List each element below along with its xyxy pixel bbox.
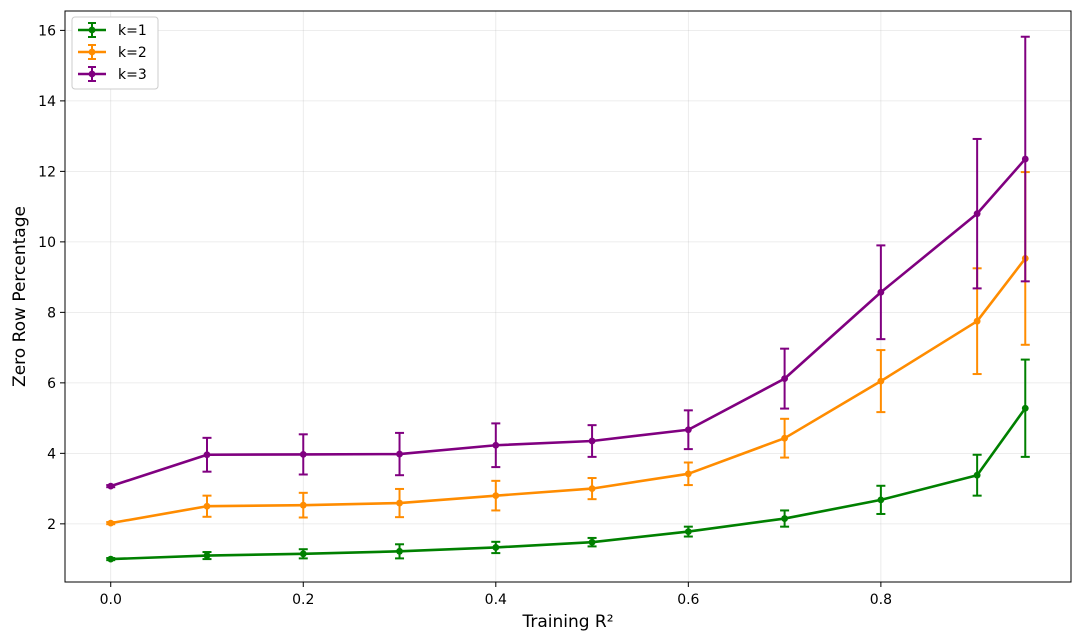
data-point bbox=[781, 515, 789, 522]
y-tick-label: 4 bbox=[47, 446, 56, 462]
data-point bbox=[973, 210, 981, 218]
legend-label: k=2 bbox=[118, 45, 147, 61]
series-k=1 bbox=[106, 358, 1030, 563]
data-point bbox=[877, 496, 885, 504]
data-point bbox=[877, 377, 885, 385]
data-point bbox=[299, 451, 307, 458]
x-tick-label: 0.4 bbox=[485, 592, 507, 608]
x-tick-label: 0.8 bbox=[870, 592, 892, 608]
legend: k=1 k=2 k=3 bbox=[71, 16, 159, 90]
data-point bbox=[299, 550, 307, 558]
plot-area-frame bbox=[64, 10, 1072, 583]
data-point bbox=[299, 501, 307, 509]
legend-label: k=3 bbox=[118, 67, 147, 83]
y-tick-label: 10 bbox=[38, 235, 56, 251]
axis-ticks: 0.0 0.2 0.4 0.6 0.8 2 4 6 8 10 12 14 16 bbox=[38, 23, 892, 608]
data-point bbox=[781, 434, 789, 442]
data-point bbox=[781, 375, 789, 383]
data-point bbox=[396, 450, 403, 458]
data-point bbox=[107, 555, 115, 563]
series-k=2 bbox=[106, 171, 1030, 527]
data-point bbox=[492, 544, 500, 551]
y-tick-label: 6 bbox=[47, 376, 56, 392]
series-line bbox=[110, 407, 1027, 561]
data-point bbox=[203, 552, 211, 559]
series-line bbox=[110, 158, 1027, 488]
legend-item-k=2: k=2 bbox=[78, 44, 147, 61]
legend-marker bbox=[88, 70, 96, 78]
data-point bbox=[684, 470, 692, 478]
data-point bbox=[396, 547, 403, 555]
legend-item-k=1: k=1 bbox=[78, 22, 147, 39]
x-axis-label: Training R² bbox=[521, 612, 613, 632]
data-point bbox=[684, 528, 692, 535]
data-point bbox=[396, 499, 403, 507]
y-axis-label: Zero Row Percentage bbox=[10, 206, 30, 387]
data-point bbox=[588, 485, 596, 492]
x-tick-label: 0.2 bbox=[292, 592, 314, 608]
data-point bbox=[107, 519, 115, 527]
legend-label: k=1 bbox=[118, 23, 147, 39]
data-point bbox=[1021, 404, 1029, 412]
legend-item-k=3: k=3 bbox=[78, 66, 147, 83]
series-k=3 bbox=[106, 35, 1030, 490]
y-tick-label: 8 bbox=[47, 305, 56, 321]
x-tick-label: 0.6 bbox=[677, 592, 699, 608]
x-tick-label: 0.0 bbox=[100, 592, 122, 608]
data-point bbox=[684, 426, 692, 434]
y-tick-label: 2 bbox=[47, 517, 56, 533]
data-point bbox=[492, 492, 500, 500]
series-line bbox=[110, 257, 1027, 525]
data-point bbox=[1021, 155, 1029, 163]
data-point bbox=[588, 437, 596, 445]
data-point bbox=[588, 538, 596, 546]
data-point bbox=[492, 441, 500, 449]
y-tick-label: 16 bbox=[38, 23, 56, 39]
data-point bbox=[107, 482, 115, 490]
data-point bbox=[973, 317, 981, 325]
series-layer bbox=[106, 35, 1030, 563]
y-tick-label: 14 bbox=[38, 94, 56, 110]
data-point bbox=[203, 451, 211, 459]
legend-marker bbox=[88, 26, 96, 34]
legend-marker bbox=[88, 48, 96, 56]
data-point bbox=[973, 471, 981, 479]
data-point bbox=[203, 502, 211, 510]
y-tick-label: 12 bbox=[38, 164, 56, 180]
grid bbox=[65, 11, 1071, 582]
data-point bbox=[877, 288, 885, 296]
